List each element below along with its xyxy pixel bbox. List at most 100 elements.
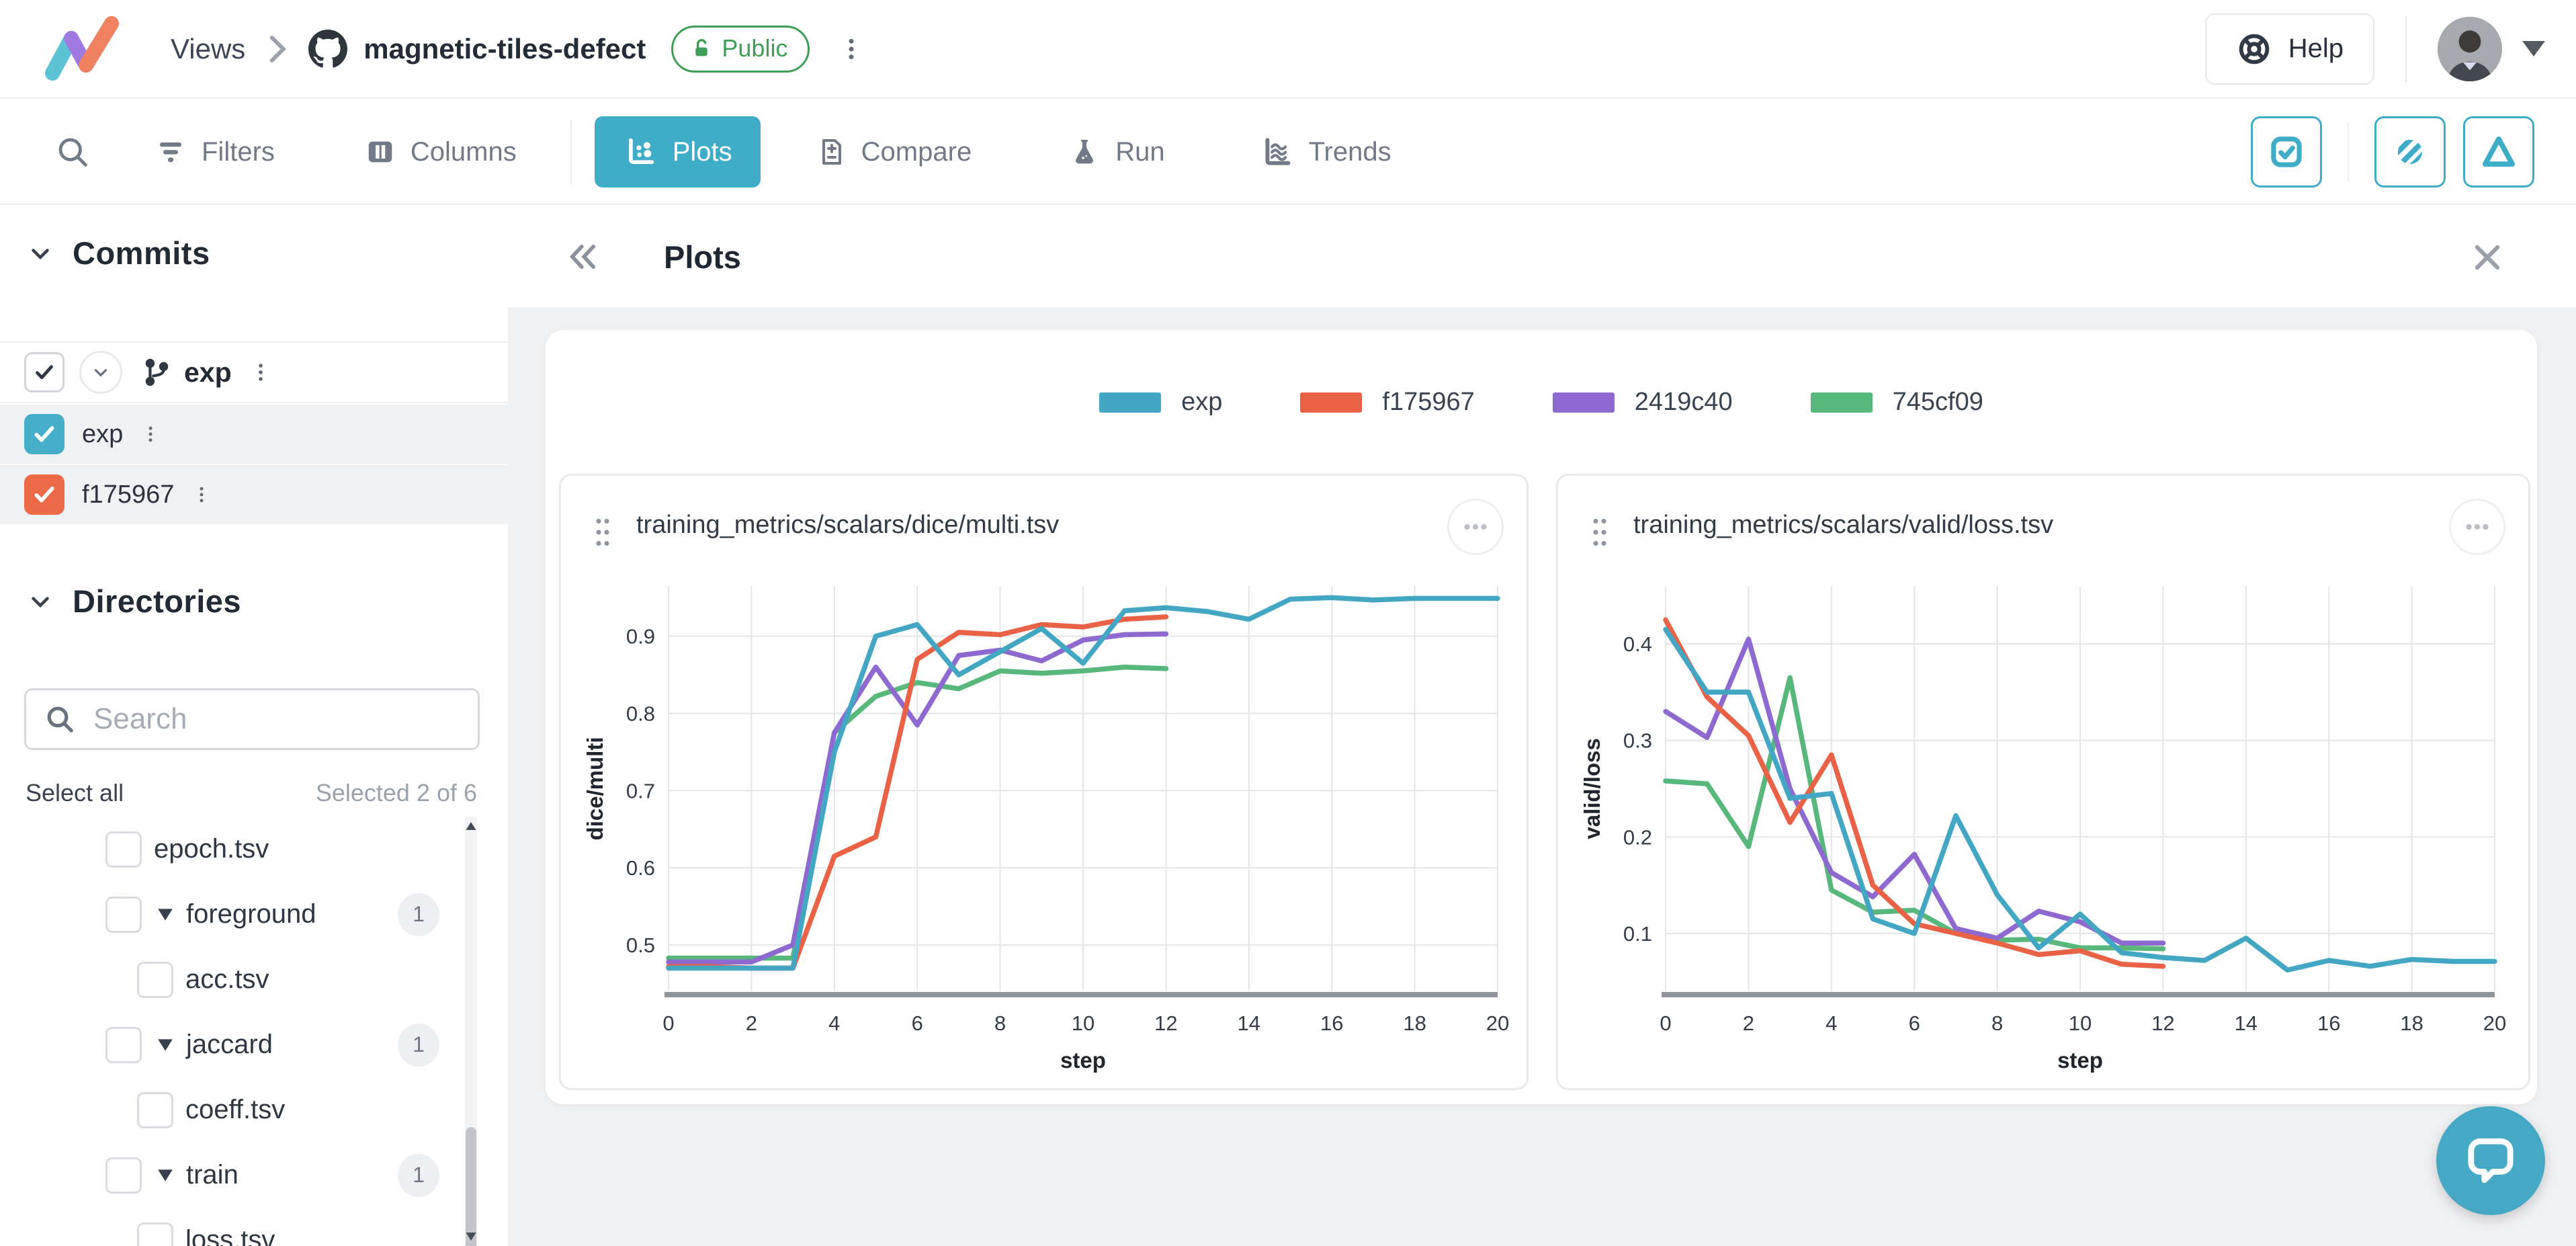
breadcrumb-views[interactable]: Views <box>171 32 246 65</box>
columns-icon <box>368 141 392 163</box>
tree-checkbox[interactable] <box>105 896 142 933</box>
directories-section-header[interactable]: Directories <box>0 583 241 620</box>
branch-kebab-icon[interactable] <box>249 356 272 389</box>
chart-title: training_metrics/scalars/dice/multi.tsv <box>636 511 1060 539</box>
repo-title: magnetic-tiles-defect <box>363 32 646 65</box>
svg-text:8: 8 <box>994 1011 1006 1035</box>
directories-search-input[interactable] <box>93 702 460 736</box>
commits-section-header[interactable]: Commits <box>0 235 210 272</box>
tree-scrollbar[interactable] <box>465 817 477 1246</box>
svg-text:18: 18 <box>1403 1011 1426 1035</box>
tree-caret-icon[interactable] <box>157 1167 174 1184</box>
commit-kebab-icon[interactable] <box>191 479 212 510</box>
drag-handle-icon[interactable] <box>591 515 615 550</box>
directories-search <box>24 688 480 750</box>
branch-collapse-button[interactable] <box>79 351 122 394</box>
legend-item[interactable]: exp <box>1099 388 1222 417</box>
account-caret-icon[interactable] <box>2522 41 2545 56</box>
tree-item-label[interactable]: coeff.tsv <box>185 1095 286 1124</box>
check-icon <box>34 487 54 503</box>
svg-text:0.8: 0.8 <box>626 702 655 726</box>
chart-menu-button[interactable] <box>1447 499 1504 555</box>
tree-caret-icon[interactable] <box>157 906 174 923</box>
tab-plots[interactable]: Plots <box>594 116 761 188</box>
tree-count-badge: 1 <box>398 1023 439 1067</box>
tab-run[interactable]: Run <box>1068 136 1165 168</box>
commit-checkbox-f175967[interactable] <box>24 474 65 515</box>
tree-checkbox[interactable] <box>137 1222 173 1246</box>
columns-button[interactable]: Columns <box>365 136 517 167</box>
commit-row-f175967[interactable]: f175967 <box>0 465 508 526</box>
plots-legend: exp f175967 2419c40 745cf09 <box>546 388 2537 417</box>
header-divider <box>2405 15 2407 82</box>
tree-caret-icon[interactable] <box>157 1036 174 1054</box>
svg-text:8: 8 <box>1991 1011 2003 1035</box>
collapse-panel-icon[interactable] <box>566 239 601 274</box>
legend-item[interactable]: 2419c40 <box>1552 388 1733 417</box>
tree-item-label[interactable]: acc.tsv <box>185 964 269 994</box>
compare-label: Compare <box>861 136 972 167</box>
avatar[interactable] <box>2438 16 2502 81</box>
chart-menu-button[interactable] <box>2449 499 2505 555</box>
svg-text:16: 16 <box>2317 1011 2340 1035</box>
svg-text:12: 12 <box>1154 1011 1177 1035</box>
delta-button[interactable] <box>2463 116 2534 188</box>
tree-item-label[interactable]: train <box>186 1160 239 1190</box>
filters-button[interactable]: Filters <box>155 136 275 168</box>
tree-checkbox[interactable] <box>105 831 142 868</box>
svg-text:0.6: 0.6 <box>626 856 655 880</box>
directory-tree: epoch.tsv foreground 1 acc.tsv jaccard 1 coeff… <box>0 817 508 1246</box>
line-chart-valid-loss[interactable]: 0 2 4 6 8 10 12 14 16 18 20 0.1 0.2 0.3 0.4 step valid/l… <box>1570 575 2511 1076</box>
scrollbar-thumb[interactable] <box>466 1127 476 1246</box>
github-icon <box>308 29 348 69</box>
tree-item-label[interactable]: loss.tsv <box>185 1225 275 1246</box>
tab-compare[interactable]: Compare <box>814 136 972 168</box>
line-chart-dice-multi[interactable]: 0 2 4 6 8 10 12 14 16 18 20 0.5 0.6 0.7 0.8 0.9 step dice… <box>573 575 1514 1076</box>
drag-handle-icon[interactable] <box>1588 515 1612 550</box>
tree-item-label[interactable]: epoch.tsv <box>154 834 269 864</box>
select-mode-button[interactable] <box>2251 116 2322 188</box>
svg-text:18: 18 <box>2400 1011 2423 1035</box>
branch-checkbox[interactable] <box>24 352 65 392</box>
legend-item[interactable]: f175967 <box>1300 388 1475 417</box>
trends-icon <box>1265 138 1291 165</box>
select-all-link[interactable]: Select all <box>26 779 124 806</box>
commit-label: f175967 <box>82 480 175 509</box>
commit-kebab-icon[interactable] <box>140 419 161 450</box>
legend-item[interactable]: 745cf09 <box>1810 388 1983 417</box>
commit-checkbox-exp[interactable] <box>24 414 65 454</box>
legend-label: 745cf09 <box>1892 388 1983 416</box>
tree-row: foreground 1 <box>0 882 508 947</box>
help-button[interactable]: Help <box>2204 13 2374 85</box>
commit-row-exp[interactable]: exp <box>0 405 508 465</box>
tree-count-badge: 1 <box>398 1153 439 1197</box>
studio-logo-icon[interactable] <box>42 10 126 88</box>
chart-card-dice-multi: training_metrics/scalars/dice/multi.tsv … <box>559 474 1529 1090</box>
svg-text:0: 0 <box>662 1011 674 1035</box>
tab-trends[interactable]: Trends <box>1260 135 1391 169</box>
search-icon[interactable] <box>55 134 90 169</box>
compare-icon <box>822 139 841 165</box>
close-panel-icon[interactable] <box>2470 240 2505 275</box>
tree-item-label[interactable]: foreground <box>186 899 316 929</box>
check-icon <box>34 426 54 442</box>
chat-launcher-button[interactable] <box>2436 1106 2545 1215</box>
run-label: Run <box>1115 136 1165 167</box>
filters-label: Filters <box>202 136 275 167</box>
help-label: Help <box>2288 34 2344 63</box>
tree-checkbox[interactable] <box>105 1026 142 1063</box>
chart-title: training_metrics/scalars/valid/loss.tsv <box>1633 511 2054 539</box>
tree-checkbox[interactable] <box>137 961 173 998</box>
scroll-up-icon[interactable] <box>465 821 477 831</box>
toggle-colors-button[interactable] <box>2374 116 2446 188</box>
tree-row: train 1 <box>0 1143 508 1208</box>
tree-checkbox[interactable] <box>105 1157 142 1194</box>
svg-text:2: 2 <box>1743 1011 1754 1035</box>
repo-menu-kebab-icon[interactable] <box>838 30 865 69</box>
tree-item-label[interactable]: jaccard <box>186 1030 273 1059</box>
scroll-down-icon[interactable] <box>465 1231 477 1242</box>
legend-label: f175967 <box>1382 388 1475 416</box>
tree-checkbox[interactable] <box>137 1091 173 1128</box>
svg-text:step: step <box>1060 1048 1106 1073</box>
svg-text:0.1: 0.1 <box>1623 922 1652 946</box>
